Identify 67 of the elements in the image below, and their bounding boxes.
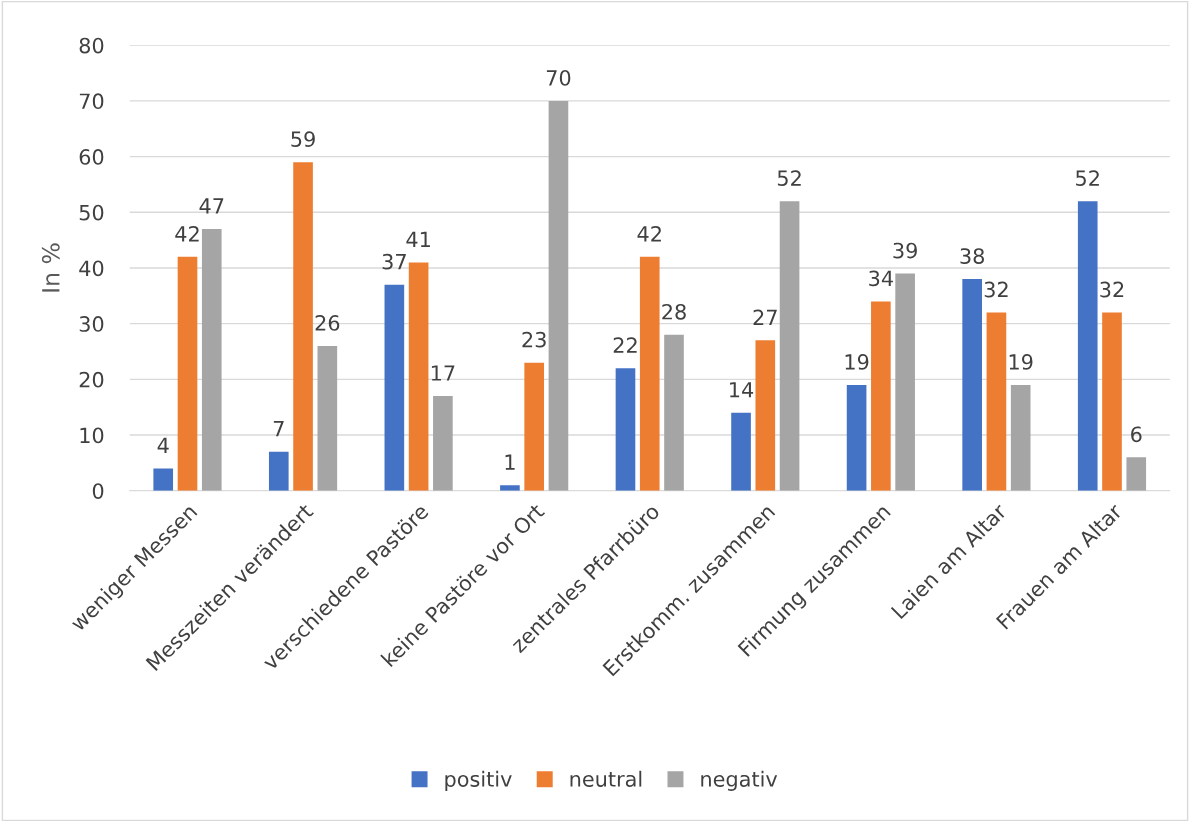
bar [986, 312, 1007, 491]
legend-label: negativ [701, 770, 778, 791]
bar [755, 340, 776, 491]
data-label: 6 [1131, 426, 1142, 443]
bar [615, 368, 636, 491]
bar [1102, 312, 1122, 491]
bar [871, 301, 891, 491]
y-tick-label: 60 [79, 149, 104, 165]
bar [664, 334, 684, 491]
y-tick-label: 0 [92, 483, 104, 499]
data-label: 32 [984, 281, 1008, 298]
data-label: 19 [845, 354, 869, 370]
bar [779, 201, 800, 491]
bar [384, 284, 405, 491]
data-label: 22 [613, 337, 637, 353]
bar [1077, 201, 1098, 491]
data-label: 38 [960, 248, 984, 264]
data-label: 70 [546, 69, 571, 86]
data-label: 14 [730, 382, 754, 398]
bar [524, 362, 544, 491]
y-tick-label: 30 [79, 316, 104, 332]
bar [1126, 457, 1147, 491]
data-label: 52 [777, 170, 801, 186]
data-label: 26 [315, 315, 340, 331]
data-label: 32 [1100, 281, 1124, 298]
data-label: 37 [382, 253, 406, 270]
data-label: 52 [1076, 170, 1099, 186]
bar [293, 162, 313, 491]
bar [500, 485, 520, 491]
data-label: 19 [1009, 354, 1033, 370]
bar [639, 256, 660, 491]
bar [731, 412, 751, 491]
data-label: 41 [406, 231, 430, 247]
y-tick-label: 40 [79, 260, 104, 277]
bar [408, 262, 429, 491]
data-label: 1 [505, 454, 515, 470]
data-label: 42 [175, 225, 199, 242]
bar [433, 396, 453, 491]
data-label: 7 [273, 421, 284, 437]
y-axis-title: In % [41, 243, 60, 292]
data-label: 42 [637, 225, 661, 242]
y-tick-label: 10 [80, 427, 104, 444]
data-label: 34 [869, 270, 893, 287]
data-label: 59 [291, 131, 315, 148]
y-tick-label: 80 [79, 37, 104, 54]
y-tick-label: 50 [79, 204, 104, 221]
data-label: 23 [522, 331, 546, 348]
bar [846, 384, 867, 491]
bar [962, 279, 982, 491]
bar [317, 345, 338, 491]
bar [177, 256, 198, 491]
data-label: 17 [431, 365, 455, 381]
bar [201, 228, 222, 491]
y-tick-label: 20 [79, 371, 104, 388]
bar [153, 468, 174, 491]
legend-label: neutral [570, 770, 642, 787]
data-label: 47 [199, 198, 224, 214]
data-label: 4 [157, 437, 169, 454]
legend-label: positiv [445, 770, 512, 791]
bar [268, 451, 289, 491]
data-label: 28 [662, 303, 686, 320]
bar [548, 100, 569, 491]
bar [1010, 384, 1031, 491]
y-tick-label: 70 [79, 93, 104, 110]
data-label: 27 [753, 309, 777, 325]
bar [895, 273, 915, 491]
data-label: 39 [893, 242, 917, 259]
